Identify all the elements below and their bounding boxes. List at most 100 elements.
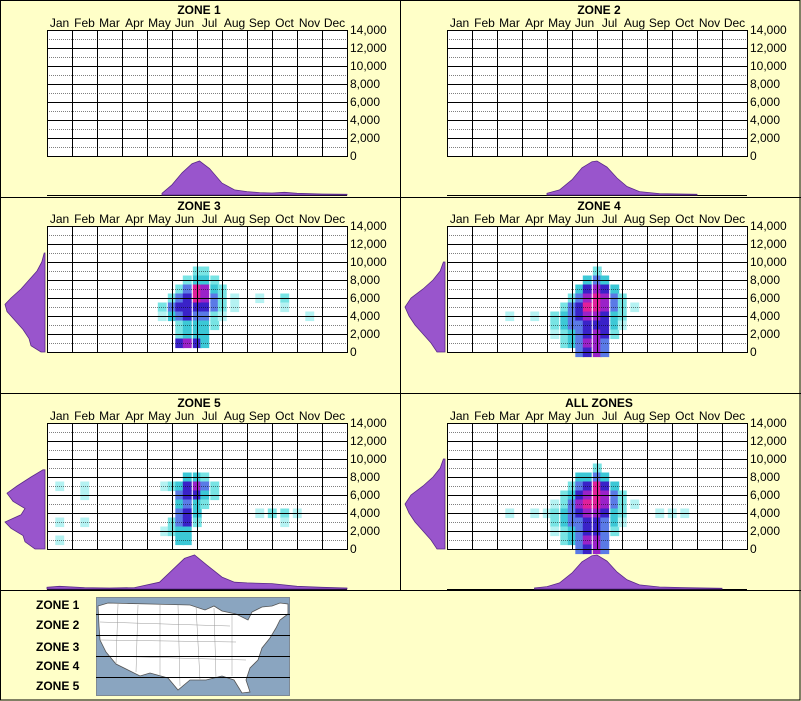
heat-cell (80, 481, 90, 492)
month-label: Jul (602, 16, 617, 30)
month-label: Mar (499, 212, 520, 226)
month-label: Jan (50, 409, 69, 423)
heat-cell (550, 320, 560, 331)
month-label: Aug (224, 16, 245, 30)
y-tick-label: 0 (350, 345, 357, 359)
chart-panel: ZONE 1 Jan Feb Mar Apr May Jun Jul Aug Sep Oct Nov D… (47, 3, 387, 196)
heat-cell (550, 499, 560, 510)
y-tick-label: 12,000 (350, 41, 387, 55)
map-state-line (99, 639, 237, 643)
zone-legend-label: ZONE 3 (36, 640, 80, 654)
month-label: Mar (99, 409, 120, 423)
month-label: Oct (275, 212, 294, 226)
heat-cell (610, 499, 620, 510)
map-state-line (195, 605, 201, 681)
heat-cell (610, 517, 620, 528)
y-tick-label: 6,000 (750, 488, 780, 502)
plot-border (47, 30, 348, 157)
us-zone-map (96, 597, 290, 696)
map-border (96, 597, 290, 696)
chart-title: ZONE 5 (177, 396, 221, 410)
month-label: Sep (649, 212, 671, 226)
y-tick-label: 0 (750, 542, 757, 556)
y-tick-label: 2,000 (750, 327, 780, 341)
month-label: Jan (450, 212, 469, 226)
y-tick-label: 4,000 (750, 113, 780, 127)
month-label: Sep (649, 409, 671, 423)
plot-border (47, 226, 348, 353)
y-tick-label: 6,000 (350, 291, 380, 305)
heat-cell (200, 338, 210, 349)
heat-cell (600, 320, 610, 331)
heat-cell (80, 517, 90, 528)
heat-cell (610, 320, 620, 331)
month-label: Feb (474, 16, 495, 30)
heat-cell (600, 338, 610, 349)
heat-cell (210, 284, 220, 295)
month-label: Dec (324, 409, 345, 423)
month-label: Dec (324, 212, 345, 226)
elevation-profile-area (4, 252, 46, 353)
heat-cell (200, 302, 210, 313)
y-tick-label: 2,000 (350, 524, 380, 538)
plot-border (47, 423, 348, 550)
month-label: Sep (249, 16, 271, 30)
heat-cell (200, 481, 210, 492)
month-label: Jan (450, 16, 469, 30)
heat-cell (600, 284, 610, 295)
zone-legend-label: ZONE 4 (36, 659, 80, 673)
y-tick-label: 4,000 (750, 309, 780, 323)
month-label: Feb (474, 212, 495, 226)
chart-panel: ZONE 2 Jan Feb Mar Apr May Jun Jul Aug Sep Oct Nov D… (447, 3, 787, 196)
month-label: Jul (202, 212, 217, 226)
month-label: Dec (724, 212, 745, 226)
month-label: Apr (525, 212, 544, 226)
heat-cell (200, 266, 210, 277)
month-label: May (148, 212, 171, 226)
month-label: May (548, 409, 571, 423)
heat-cell (210, 320, 220, 331)
chart-title: ZONE 2 (577, 3, 621, 17)
y-tick-label: 10,000 (750, 452, 787, 466)
month-label: Jun (175, 16, 194, 30)
month-label: Feb (474, 409, 495, 423)
heat-cell (210, 481, 220, 492)
heat-cell (280, 302, 290, 313)
y-tick-label: 0 (350, 149, 357, 163)
heat-cell (600, 481, 610, 492)
y-tick-label: 2,000 (750, 131, 780, 145)
month-label: Nov (299, 409, 320, 423)
elevation-profile-area (4, 469, 46, 550)
y-tick-label: 10,000 (350, 255, 387, 269)
y-tick-label: 10,000 (350, 59, 387, 73)
month-profile-area (534, 554, 723, 590)
y-tick-label: 0 (750, 149, 757, 163)
heat-cell (600, 499, 610, 510)
month-label: Nov (699, 409, 720, 423)
heat-cell (230, 302, 240, 313)
y-tick-label: 2,000 (750, 524, 780, 538)
plot-border (447, 226, 748, 353)
y-tick-label: 14,000 (350, 219, 387, 233)
heat-cell (200, 284, 210, 295)
y-tick-label: 14,000 (750, 416, 787, 430)
month-label: Aug (224, 409, 245, 423)
month-label: Jul (202, 16, 217, 30)
chart-panel: ALL ZONES Jan Feb Mar Apr May Jun Jul Aug Sep Oct N… (404, 396, 787, 590)
month-label: Dec (324, 16, 345, 30)
month-label: Apr (525, 409, 544, 423)
month-label: Mar (99, 16, 120, 30)
month-label: Dec (724, 16, 745, 30)
month-label: Sep (649, 16, 671, 30)
heat-cell (610, 481, 620, 492)
y-tick-label: 0 (350, 542, 357, 556)
y-tick-label: 14,000 (750, 219, 787, 233)
month-label: Nov (299, 16, 320, 30)
heat-cell (560, 535, 570, 546)
chart-panel: ZONE 5 Jan Feb Mar Apr May Jun Jul Aug Sep Oct Nov D… (4, 396, 387, 590)
month-label: Jun (175, 409, 194, 423)
month-label: Jun (575, 212, 594, 226)
month-label: Jun (575, 409, 594, 423)
month-label: Oct (275, 409, 294, 423)
